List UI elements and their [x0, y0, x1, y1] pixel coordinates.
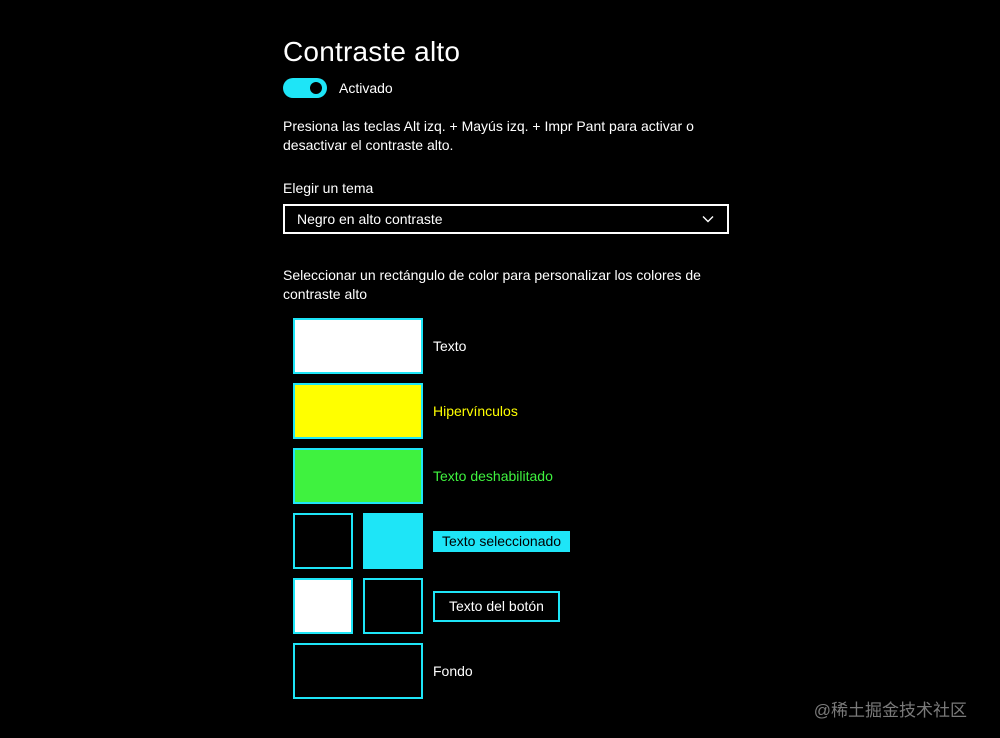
disabled-text-color-tile[interactable] — [293, 448, 423, 504]
toggle-row: Activado — [283, 78, 743, 98]
hyperlink-color-tile[interactable] — [293, 383, 423, 439]
swatch-row-button-text: Texto del botón — [293, 578, 743, 634]
disabled-text-color-label: Texto deshabilitado — [433, 468, 553, 484]
swatch-row-text: Texto — [293, 318, 743, 374]
swatch-section-description: Seleccionar un rectángulo de color para … — [283, 267, 701, 302]
text-color-tile[interactable] — [293, 318, 423, 374]
high-contrast-settings-panel: Contraste alto Activado Presiona las tec… — [283, 36, 743, 708]
shortcut-hint: Presiona las teclas Alt izq. + Mayús izq… — [283, 118, 694, 153]
swatch-row-background: Fondo — [293, 643, 743, 699]
theme-dropdown-value: Negro en alto contraste — [297, 211, 443, 227]
high-contrast-toggle[interactable] — [283, 78, 327, 98]
theme-dropdown[interactable]: Negro en alto contraste — [283, 204, 729, 234]
selected-text-sample: Texto seleccionado — [433, 530, 571, 552]
toggle-state-label: Activado — [339, 80, 393, 96]
swatch-list: Texto Hipervínculos Texto deshabilitado … — [293, 318, 743, 699]
toggle-knob-icon — [310, 82, 322, 94]
page-title: Contraste alto — [283, 36, 461, 67]
swatch-row-disabled-text: Texto deshabilitado — [293, 448, 743, 504]
hyperlink-color-label: Hipervínculos — [433, 403, 518, 419]
button-text-foreground-tile[interactable] — [293, 578, 353, 634]
button-text-background-tile[interactable] — [363, 578, 423, 634]
background-color-label: Fondo — [433, 663, 473, 679]
selected-text-foreground-tile[interactable] — [293, 513, 353, 569]
swatch-row-hyperlinks: Hipervínculos — [293, 383, 743, 439]
text-color-label: Texto — [433, 338, 467, 354]
theme-picker-label: Elegir un tema — [283, 180, 374, 196]
chevron-down-icon — [702, 216, 714, 223]
button-text-sample: Texto del botón — [433, 590, 560, 622]
watermark: @稀土掘金技术社区 — [813, 701, 967, 720]
background-color-tile[interactable] — [293, 643, 423, 699]
swatch-row-selected-text: Texto seleccionado — [293, 513, 743, 569]
selected-text-background-tile[interactable] — [363, 513, 423, 569]
